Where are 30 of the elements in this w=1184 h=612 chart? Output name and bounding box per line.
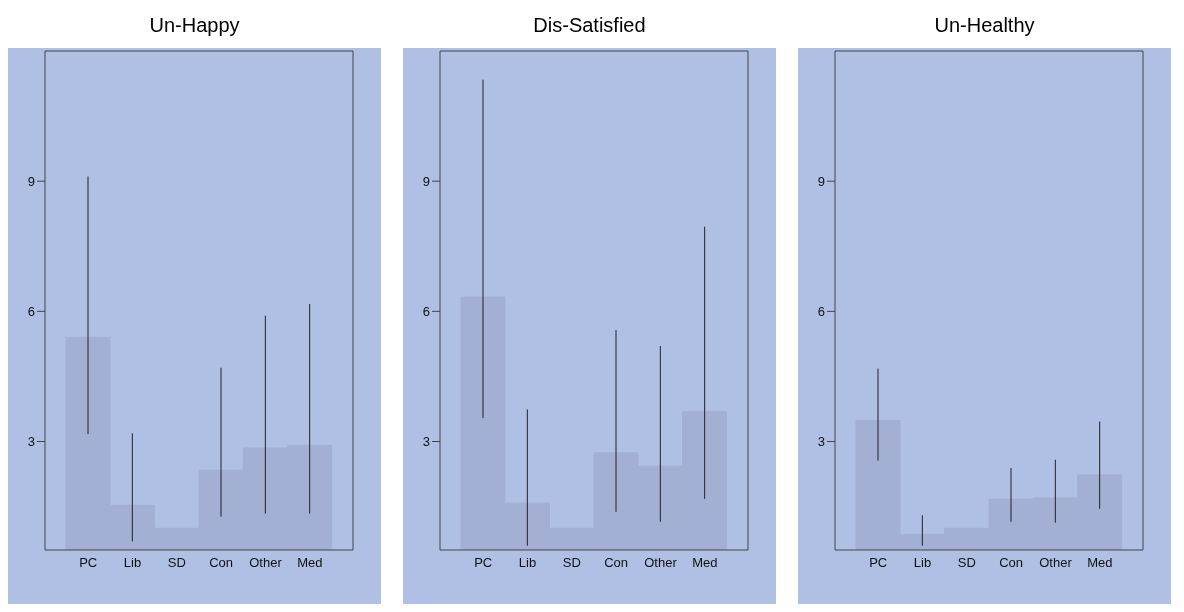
y-tick-label: 6	[27, 303, 35, 319]
y-tick-label: 3	[27, 434, 35, 450]
y-tick-label: 6	[422, 303, 430, 319]
y-tick-label: 3	[817, 434, 825, 450]
x-tick-label: Other	[1039, 555, 1073, 571]
x-tick-label: PC	[474, 555, 493, 571]
x-tick-label: Other	[644, 555, 678, 571]
x-tick-label: Med	[692, 555, 718, 571]
x-tick-label: SD	[562, 555, 581, 571]
y-tick-label: 9	[817, 173, 825, 189]
y-tick-label: 3	[422, 434, 430, 450]
x-tick-label: Lib	[518, 555, 537, 571]
x-tick-label: Other	[249, 555, 283, 571]
x-tick-label: PC	[869, 555, 888, 571]
x-tick-label: Con	[209, 555, 234, 571]
x-tick-label: Med	[297, 555, 323, 571]
x-tick-label: SD	[167, 555, 186, 571]
x-tick-label: Lib	[123, 555, 142, 571]
x-tick-label: Con	[999, 555, 1024, 571]
x-tick-label: Med	[1087, 555, 1113, 571]
y-tick-label: 6	[817, 303, 825, 319]
x-tick-label: Lib	[913, 555, 932, 571]
x-tick-label: PC	[79, 555, 98, 571]
y-tick-label: 9	[422, 173, 430, 189]
y-tick-label: 9	[27, 173, 35, 189]
chart-title: Dis-Satisfied	[532, 13, 647, 38]
chart-title: Un-Healthy	[933, 13, 1036, 38]
x-tick-label: SD	[957, 555, 976, 571]
x-tick-label: Con	[604, 555, 629, 571]
chart-title: Un-Happy	[148, 13, 241, 38]
